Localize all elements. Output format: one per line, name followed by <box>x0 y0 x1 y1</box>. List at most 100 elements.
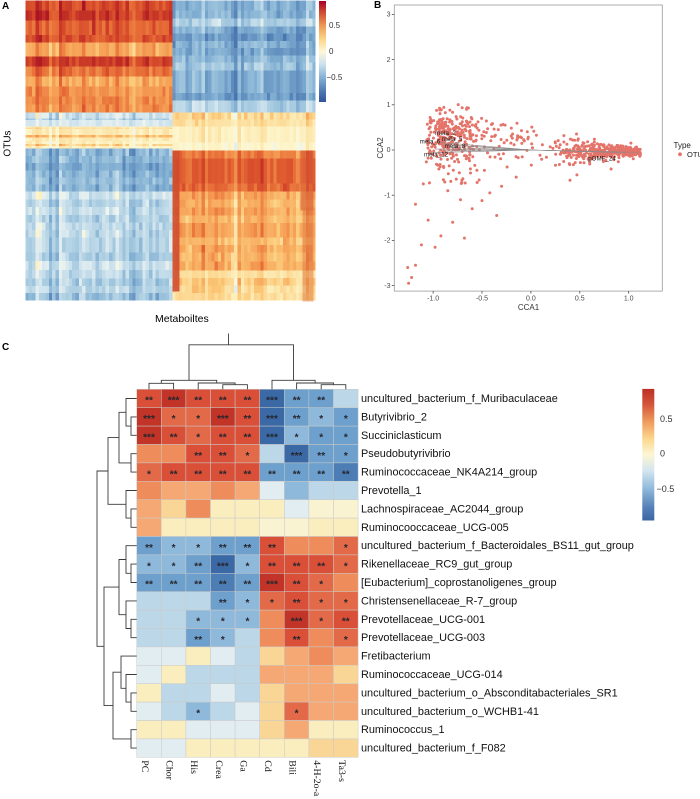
svg-text:**: ** <box>219 433 227 444</box>
svg-text:*: * <box>344 543 348 554</box>
svg-text:-0.5: -0.5 <box>476 296 488 303</box>
svg-text:Prevotellaceae_UCG-001: Prevotellaceae_UCG-001 <box>361 614 485 626</box>
svg-text:**: ** <box>194 635 202 646</box>
svg-text:**: ** <box>244 469 252 480</box>
svg-text:Christensenellaceae_R-7_group: Christensenellaceae_R-7_group <box>361 595 517 607</box>
svg-text:Ruminocooccaceae_UCG-005: Ruminocooccaceae_UCG-005 <box>361 522 509 534</box>
svg-text:4-H-2o-a: 4-H-2o-a <box>311 760 322 797</box>
svg-text:Prevotella_1: Prevotella_1 <box>361 485 422 497</box>
svg-text:*: * <box>172 543 176 554</box>
svg-text:*: * <box>172 561 176 572</box>
svg-text:-1.0: -1.0 <box>427 296 439 303</box>
svg-text:uncultured_bacterium_f_F082: uncultured_bacterium_f_F082 <box>361 743 506 755</box>
svg-text:**: ** <box>219 396 227 407</box>
svg-text:**: ** <box>244 396 252 407</box>
svg-text:Butyrivibrio_2: Butyrivibrio_2 <box>361 411 427 423</box>
svg-text:*: * <box>245 561 249 572</box>
svg-text:-1: -1 <box>384 192 390 199</box>
svg-text:*: * <box>270 598 274 609</box>
svg-text:uncultured_bacterium_f_Muribac: uncultured_bacterium_f_Muribaculaceae <box>361 393 558 405</box>
svg-text:Ta3-s: Ta3-s <box>336 760 347 782</box>
svg-text:Ruminococcus_1: Ruminococcus_1 <box>361 724 445 736</box>
svg-text:*: * <box>221 635 225 646</box>
svg-text:**: ** <box>293 561 301 572</box>
svg-text:**: ** <box>145 396 153 407</box>
svg-text:*: * <box>245 598 249 609</box>
svg-text:**: ** <box>170 433 178 444</box>
svg-text:**: ** <box>219 598 227 609</box>
svg-text:*: * <box>196 617 200 628</box>
svg-text:[Eubacterium]_coprostanoligene: [Eubacterium]_coprostanoligenes_group <box>361 577 557 589</box>
svg-text:uncultured_bacterium_o_Abscond: uncultured_bacterium_o_Absconditabacteri… <box>361 687 618 699</box>
svg-text:-3: -3 <box>384 283 390 290</box>
svg-text:uncultured_bacterium_o_WCHB1-4: uncultured_bacterium_o_WCHB1-41 <box>361 706 539 718</box>
svg-text:**: ** <box>317 469 325 480</box>
svg-text:**: ** <box>342 469 350 480</box>
svg-text:*: * <box>319 580 323 591</box>
svg-text:Crea: Crea <box>213 760 224 779</box>
svg-text:0: 0 <box>660 449 665 459</box>
svg-text:***: *** <box>168 396 180 407</box>
svg-text:***: *** <box>291 451 303 462</box>
svg-text:**: ** <box>244 580 252 591</box>
svg-text:CCA1: CCA1 <box>518 303 540 312</box>
svg-text:**: ** <box>268 561 276 572</box>
svg-text:*: * <box>196 543 200 554</box>
svg-text:*: * <box>319 414 323 425</box>
svg-text:**: ** <box>194 561 202 572</box>
svg-text:*: * <box>295 433 299 444</box>
svg-text:**: ** <box>342 617 350 628</box>
svg-text:*: * <box>344 598 348 609</box>
svg-text:***: *** <box>143 433 155 444</box>
svg-text:**: ** <box>268 469 276 480</box>
svg-text:**: ** <box>219 543 227 554</box>
svg-text:**: ** <box>293 598 301 609</box>
svg-text:*: * <box>319 433 323 444</box>
svg-text:3: 3 <box>387 12 391 19</box>
svg-text:Ruminococcaceae_UCG-014: Ruminococcaceae_UCG-014 <box>361 669 503 681</box>
svg-text:**: ** <box>268 543 276 554</box>
svg-text:*: * <box>172 414 176 425</box>
svg-text:***: *** <box>266 396 278 407</box>
svg-text:Fretibacterium: Fretibacterium <box>361 651 431 663</box>
svg-text:**: ** <box>219 580 227 591</box>
svg-text:**: ** <box>293 396 301 407</box>
svg-text:**: ** <box>194 451 202 462</box>
svg-text:0.5: 0.5 <box>575 296 585 303</box>
svg-text:Rikenellaceae_RC9_gut_group: Rikenellaceae_RC9_gut_group <box>361 559 512 571</box>
svg-text:**: ** <box>194 396 202 407</box>
svg-text:***: *** <box>291 617 303 628</box>
svg-text:*: * <box>295 709 299 720</box>
svg-text:2: 2 <box>387 57 391 64</box>
svg-text:0: 0 <box>387 147 391 154</box>
svg-text:Cd: Cd <box>262 760 273 772</box>
svg-text:*: * <box>196 433 200 444</box>
svg-text:*: * <box>344 433 348 444</box>
svg-text:uncultured_bacterium_f_Bactero: uncultured_bacterium_f_Bacteroidales_BS1… <box>361 540 634 552</box>
svg-text:**: ** <box>317 561 325 572</box>
svg-text:*: * <box>245 451 249 462</box>
svg-text:**: ** <box>293 469 301 480</box>
svg-text:Chor: Chor <box>164 760 175 780</box>
svg-text:*: * <box>344 414 348 425</box>
svg-text:CCA2: CCA2 <box>376 137 385 159</box>
svg-text:PC: PC <box>139 760 150 772</box>
svg-text:***: *** <box>266 580 278 591</box>
svg-text:**: ** <box>317 451 325 462</box>
svg-text:**: ** <box>145 543 153 554</box>
svg-text:*: * <box>147 469 151 480</box>
svg-text:*: * <box>319 617 323 628</box>
svg-text:1: 1 <box>387 102 391 109</box>
svg-text:**: ** <box>293 414 301 425</box>
svg-text:***: *** <box>266 414 278 425</box>
svg-text:**: ** <box>145 580 153 591</box>
svg-text:**: ** <box>170 580 178 591</box>
svg-text:Prevotellaceae_UCG-003: Prevotellaceae_UCG-003 <box>361 632 485 644</box>
svg-text:Bili: Bili <box>287 760 298 775</box>
svg-text:**: ** <box>244 414 252 425</box>
svg-text:0.5: 0.5 <box>660 414 673 424</box>
svg-text:-2: -2 <box>384 238 390 245</box>
svg-text:***: *** <box>143 414 155 425</box>
svg-text:***: *** <box>217 414 229 425</box>
svg-text:*: * <box>344 635 348 646</box>
